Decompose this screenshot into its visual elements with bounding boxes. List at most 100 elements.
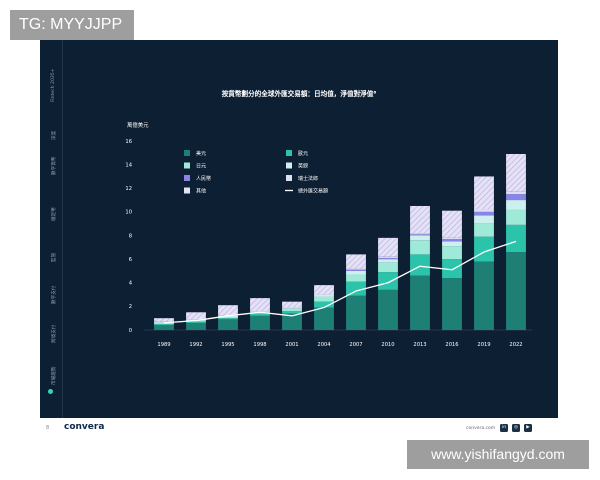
bar-segment	[378, 257, 398, 260]
legend-label: 日元	[196, 163, 206, 169]
legend-swatch	[184, 162, 190, 169]
legend-label: 英鎊	[298, 162, 308, 169]
bar-segment	[506, 153, 526, 192]
bar-segment	[378, 262, 398, 273]
legend-swatch	[286, 150, 292, 156]
bar-segment	[506, 200, 526, 210]
legend-label: 瑞士法郎	[298, 175, 318, 182]
footer: 8 convera convera.com in ◎ ▶	[40, 418, 558, 440]
bar-segment	[218, 318, 238, 320]
bar-segment	[346, 295, 366, 330]
bar-segment	[314, 296, 334, 302]
watermark-top: TG: MYYJJPP	[10, 10, 134, 40]
legend-swatch	[184, 150, 190, 156]
bar-segment	[442, 210, 462, 238]
legend-swatch	[286, 162, 292, 169]
bar-segment	[410, 205, 430, 234]
y-tick-label: 10	[125, 210, 132, 216]
total-line	[163, 240, 517, 324]
bar-segment	[506, 224, 526, 253]
bar-segment	[218, 319, 238, 330]
bar-segment	[378, 289, 398, 330]
bar-segment	[474, 209, 494, 212]
x-tick-label: 2010	[381, 342, 394, 348]
bar-segment	[282, 308, 302, 312]
bar-segment	[410, 275, 430, 330]
bar-segment	[506, 209, 526, 225]
x-tick-label: 2001	[285, 342, 298, 348]
bar-segment	[282, 301, 302, 308]
bar-segment	[282, 313, 302, 330]
x-tick-label: 2022	[509, 342, 522, 348]
x-tick-label: 1995	[221, 342, 234, 348]
legend-label: 總外匯交易額	[298, 187, 328, 194]
legend-label: 其他	[196, 187, 206, 194]
bar-segment	[506, 252, 526, 330]
side-nav: Fintech 2035+ 深度 數字貨幣 穩定幣 監管 數字支付 跨境支付 市…	[40, 40, 63, 418]
bar-segment	[474, 215, 494, 224]
watermark-bottom: www.yishifangyd.com	[407, 440, 589, 469]
active-dot-icon	[48, 389, 53, 394]
bar-segment	[410, 254, 430, 276]
bar-segment	[474, 223, 494, 237]
bar-segment	[442, 239, 462, 242]
legend-swatch	[286, 175, 292, 181]
bar-segment	[186, 312, 206, 320]
x-tick-label: 2019	[477, 342, 490, 348]
bar-segment	[314, 301, 334, 308]
bar-segment	[442, 237, 462, 240]
bar-segment	[218, 305, 238, 316]
x-tick-label: 1992	[189, 342, 202, 348]
bar-segment	[442, 259, 462, 279]
y-tick-label: 12	[125, 186, 132, 192]
bar-segment	[346, 268, 366, 270]
y-tick-label: 6	[129, 257, 132, 263]
bar-segment	[314, 307, 334, 330]
bar-segment	[442, 278, 462, 330]
bar-segment	[378, 237, 398, 257]
bar-segment	[314, 294, 334, 297]
bar-segment	[378, 256, 398, 258]
y-tick-label: 2	[129, 304, 132, 310]
bar-segment	[410, 233, 430, 235]
x-tick-label: 2016	[445, 342, 458, 348]
bar-segment	[346, 274, 366, 282]
brand-logo: convera	[64, 422, 105, 432]
bar-segment	[186, 321, 206, 323]
y-tick-label: 14	[125, 162, 132, 168]
legend-label: 歐元	[298, 150, 308, 157]
bar-segment	[154, 325, 174, 330]
x-tick-label: 1989	[157, 342, 170, 348]
y-tick-label: 8	[129, 233, 132, 239]
page-number: 8	[46, 425, 50, 431]
bar-segment	[410, 235, 430, 241]
bar-segment	[282, 311, 302, 314]
bar-segment	[346, 281, 366, 296]
legend-swatch	[184, 175, 190, 181]
bar-segment	[250, 315, 270, 330]
bar-segment	[186, 322, 206, 330]
y-tick-label: 16	[125, 139, 132, 145]
bar-segment	[314, 285, 334, 295]
bar-segment	[250, 313, 270, 316]
linkedin-icon[interactable]: in	[500, 424, 508, 432]
website-link[interactable]: convera.com	[466, 426, 496, 431]
bar-segment	[506, 191, 526, 195]
chart-title: 按貨幣劃分的全球外匯交易額：日均值，淨值對淨值⁶	[221, 90, 377, 98]
bar-segment	[346, 254, 366, 269]
bar-segment	[154, 322, 174, 325]
legend-swatch	[184, 187, 190, 194]
x-tick-label: 2007	[349, 342, 362, 348]
legend-label: 人民幣	[196, 175, 211, 182]
x-tick-label: 1998	[253, 342, 266, 348]
bar-segment	[442, 246, 462, 260]
bar-segment	[474, 176, 494, 210]
instagram-icon[interactable]: ◎	[512, 424, 520, 432]
bar-segment	[506, 194, 526, 201]
bar-segment	[378, 272, 398, 290]
bar-segment	[282, 307, 302, 309]
x-tick-label: 2004	[317, 342, 331, 348]
youtube-icon[interactable]: ▶	[524, 424, 532, 432]
bar-segment	[442, 241, 462, 247]
bar-segment	[346, 269, 366, 271]
